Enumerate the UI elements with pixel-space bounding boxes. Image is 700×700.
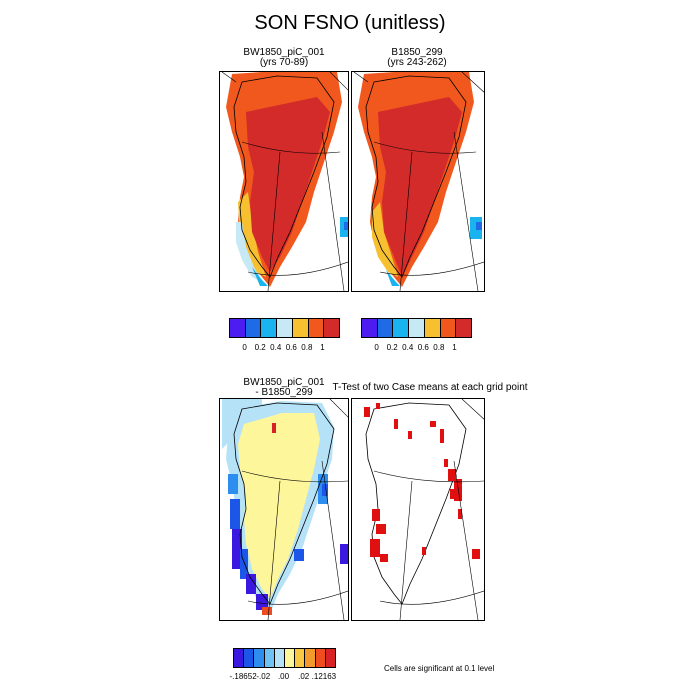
colorbar-case2-ticks: 0 0.2 0.4 0.6 0.8 1: [361, 343, 470, 353]
colorbar-case1-tick-label: 0: [242, 343, 247, 352]
map-panel-ttest: [351, 398, 485, 621]
colorbar-case1-swatch: [261, 319, 278, 337]
greenland-map-case1: [221, 72, 348, 291]
colorbar-case2-swatch: [424, 319, 441, 337]
panel-title-case2-years: (yrs 243-262): [387, 57, 447, 68]
colorbar-case1-swatch: [292, 319, 309, 337]
colorbar-difference-tick-label: .00: [277, 672, 290, 681]
greenland-map-case2: [353, 72, 484, 291]
greenland-map-ttest: [364, 399, 484, 620]
colorbar-difference-swatch: [325, 649, 336, 667]
colorbar-case2-swatch: [377, 319, 394, 337]
significance-note: Cells are significant at 0.1 level: [384, 664, 495, 673]
colorbar-case2-swatch: [409, 319, 425, 337]
panel-title-case2-name: B1850_299: [391, 47, 443, 58]
colorbar-case2: [361, 318, 472, 338]
colorbar-case2-swatch: [393, 319, 410, 337]
greenland-map-difference: [222, 399, 348, 620]
panel-title-case1-years: (yrs 70-89): [259, 57, 309, 68]
colorbar-difference-swatch: [234, 649, 245, 667]
colorbar-difference-ticks: -.18652 -.02 .00 .02.12163: [230, 672, 337, 682]
colorbar-case2-tick-label: 0.4: [402, 343, 414, 352]
colorbar-case1-tick-label: 0.2: [254, 343, 266, 352]
colorbar-case2-swatch: [440, 319, 457, 337]
colorbar-case2-swatch: [456, 319, 472, 337]
colorbar-difference-swatch: [264, 649, 275, 667]
colorbar-difference-tick-label: -.02: [256, 672, 271, 681]
colorbar-difference-swatch: [244, 649, 255, 667]
colorbar-case1-swatch: [324, 319, 340, 337]
panel-title-diff-line2: - B1850_299: [255, 387, 313, 398]
colorbar-case1-tick-label: 1: [320, 343, 325, 352]
panel-title-ttest: T-Test of two Case means at each grid po…: [332, 382, 528, 393]
panel-title-diff-line1: BW1850_piC_001: [243, 377, 325, 388]
map-panel-case2: [351, 71, 485, 292]
colorbar-case1-swatch: [230, 319, 246, 337]
colorbar-difference-swatch: [305, 649, 316, 667]
map-panel-difference: [219, 398, 349, 621]
colorbar-difference-tick-label: .02: [298, 672, 310, 681]
colorbar-case1-tick-label: 0.8: [301, 343, 313, 352]
colorbar-case1-tick-label: 0.4: [270, 343, 282, 352]
colorbar-difference-tick-label: .12163: [311, 672, 337, 681]
colorbar-case1-swatch: [277, 319, 293, 337]
panel-title-case1-name: BW1850_piC_001: [243, 47, 325, 58]
colorbar-case1-ticks: 0 0.2 0.4 0.6 0.8 1: [229, 343, 338, 353]
colorbar-case2-tick-label: 0: [374, 343, 379, 352]
colorbar-difference-swatch: [315, 649, 326, 667]
colorbar-difference-swatch: [274, 649, 286, 667]
figure-title: SON FSNO (unitless): [254, 12, 446, 34]
colorbar-case2-tick-label: 0.8: [433, 343, 445, 352]
colorbar-case1-swatch: [245, 319, 262, 337]
colorbar-case2-tick-label: 0.2: [386, 343, 398, 352]
colorbar-case2-swatch: [362, 319, 378, 337]
colorbar-difference-swatch: [295, 649, 306, 667]
colorbar-difference-tick-label: -.18652: [229, 672, 257, 681]
colorbar-case1-swatch: [308, 319, 325, 337]
colorbar-difference-swatch: [285, 649, 296, 667]
colorbar-case2-tick-label: 1: [452, 343, 457, 352]
colorbar-difference: [233, 648, 336, 668]
colorbar-case2-tick-label: 0.6: [417, 343, 429, 352]
colorbar-difference-swatch: [254, 649, 265, 667]
map-panel-case1: [219, 71, 349, 292]
panel-title-case2: B1850_299 (yrs 243-262): [351, 48, 483, 68]
colorbar-case1-tick-label: 0.6: [285, 343, 297, 352]
panel-title-difference: BW1850_piC_001 - B1850_299: [219, 378, 349, 398]
colorbar-case1: [229, 318, 340, 338]
panel-title-case1: BW1850_piC_001 (yrs 70-89): [219, 48, 349, 68]
